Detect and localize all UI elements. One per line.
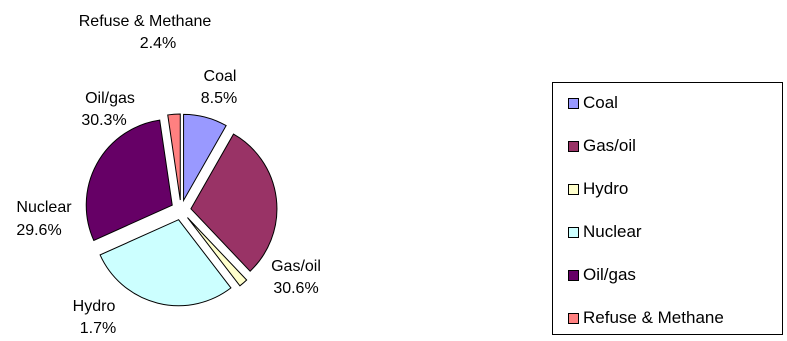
pie-slices bbox=[85, 113, 278, 307]
legend-swatch-nuclear bbox=[568, 226, 579, 238]
legend-label-hydro: Hydro bbox=[583, 179, 629, 198]
slice-labels: Refuse & Methane 2.4% Coal 8.5% Oil/gas … bbox=[16, 13, 321, 337]
legend-label-refuse-methane: Refuse & Methane bbox=[583, 308, 724, 327]
label-coal-name: Coal bbox=[204, 68, 237, 85]
label-oilgas-value: 30.3% bbox=[81, 112, 126, 129]
pie-chart: Refuse & Methane 2.4% Coal 8.5% Oil/gas … bbox=[16, 13, 321, 337]
legend-swatch-gasoil bbox=[568, 140, 579, 152]
legend-swatch-refuse-methane bbox=[568, 312, 579, 324]
label-oilgas-name: Oil/gas bbox=[85, 90, 135, 107]
label-coal-value: 8.5% bbox=[201, 90, 237, 107]
label-hydro-name: Hydro bbox=[73, 298, 116, 315]
legend-swatch-hydro bbox=[568, 183, 579, 195]
legend-swatch-oilgas bbox=[568, 269, 579, 281]
legend: Coal Gas/oil Hydro Nuclear Oil/gas Refus… bbox=[552, 82, 783, 335]
legend-item-oilgas: Oil/gas bbox=[568, 265, 636, 285]
legend-label-gasoil: Gas/oil bbox=[583, 136, 636, 155]
pie-slice-coal bbox=[183, 113, 227, 203]
label-nuclear-value: 29.6% bbox=[16, 222, 61, 239]
legend-label-nuclear: Nuclear bbox=[583, 222, 642, 241]
pie-slice-gas-oil bbox=[190, 133, 278, 272]
pie-slice-nuclear bbox=[99, 219, 232, 307]
label-gasoil-value: 30.6% bbox=[273, 280, 318, 297]
pie-slice-hydro bbox=[187, 217, 248, 287]
legend-item-coal: Coal bbox=[568, 93, 618, 113]
label-hydro-value: 1.7% bbox=[80, 320, 116, 337]
pie-slice-refuse-methane bbox=[167, 113, 181, 201]
label-refuse-methane-name: Refuse & Methane bbox=[79, 13, 212, 30]
label-refuse-methane-value: 2.4% bbox=[140, 35, 176, 52]
pie-slice-oil-gas bbox=[85, 119, 173, 242]
label-gasoil-name: Gas/oil bbox=[271, 258, 321, 275]
legend-label-coal: Coal bbox=[583, 93, 618, 112]
legend-swatch-coal bbox=[568, 97, 579, 109]
legend-item-nuclear: Nuclear bbox=[568, 222, 642, 242]
label-nuclear-name: Nuclear bbox=[16, 199, 72, 216]
legend-item-hydro: Hydro bbox=[568, 179, 628, 199]
legend-item-refuse-methane: Refuse & Methane bbox=[568, 308, 724, 328]
legend-label-oilgas: Oil/gas bbox=[583, 265, 636, 284]
legend-item-gasoil: Gas/oil bbox=[568, 136, 636, 156]
